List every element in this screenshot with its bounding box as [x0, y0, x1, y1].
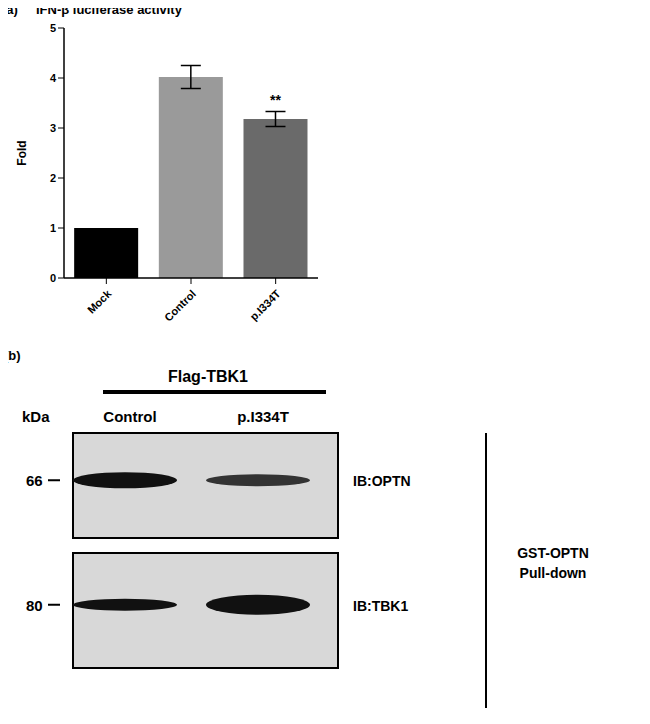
svg-text:66: 66 — [26, 472, 43, 489]
svg-text:Mock: Mock — [85, 287, 114, 316]
svg-text:Fold: Fold — [15, 140, 29, 165]
svg-text:2: 2 — [50, 172, 56, 184]
svg-text:kDa: kDa — [22, 408, 50, 425]
svg-text:4: 4 — [50, 72, 57, 84]
svg-text:(b): (b) — [8, 348, 21, 363]
html-text:(a): (a) — [2, 2, 18, 17]
svg-text:Control: Control — [103, 408, 156, 425]
svg-text:p.I334T: p.I334T — [237, 408, 289, 425]
svg-text:0: 0 — [50, 272, 56, 284]
svg-text:GST-OPTN: GST-OPTN — [517, 545, 589, 561]
svg-text:**: ** — [270, 92, 281, 108]
svg-text:Flag-TBK1: Flag-TBK1 — [168, 368, 248, 385]
svg-text:5: 5 — [50, 22, 56, 34]
svg-text:p.I334T: p.I334T — [247, 287, 282, 322]
svg-text:IB:TBK1: IB:TBK1 — [353, 598, 408, 614]
svg-text:80: 80 — [26, 597, 43, 614]
svg-text:Pull-down: Pull-down — [520, 565, 587, 581]
svg-text:1: 1 — [50, 222, 56, 234]
svg-text:IB:OPTN: IB:OPTN — [353, 473, 411, 489]
svg-text:3: 3 — [50, 122, 56, 134]
svg-text:Control: Control — [162, 287, 198, 323]
html-text:IFN-β luciferase activity: IFN-β luciferase activity — [36, 2, 182, 17]
